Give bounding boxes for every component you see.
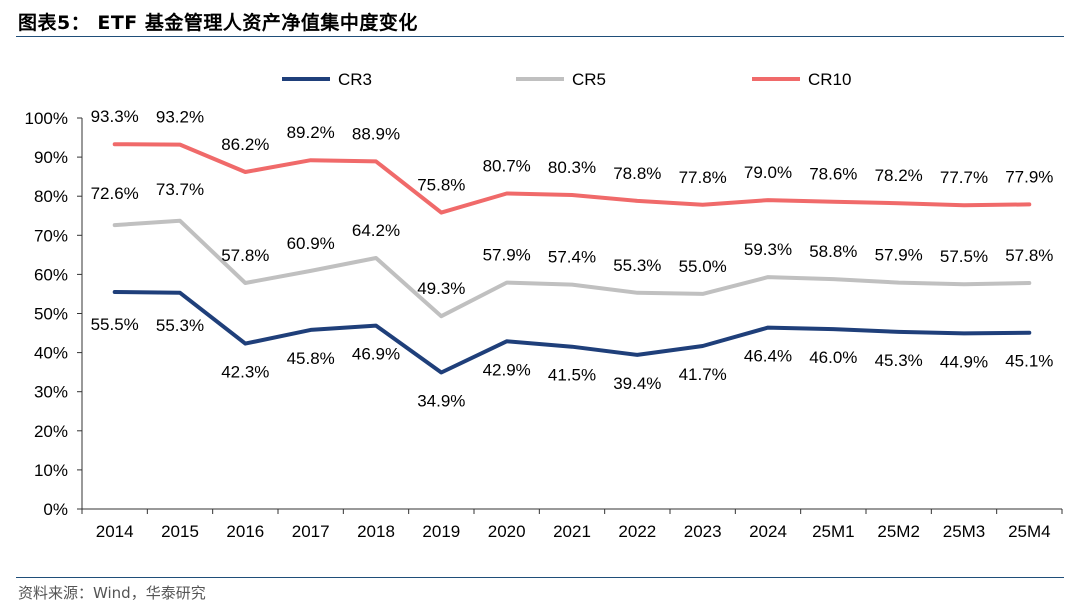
x-tick-label: 2017 bbox=[292, 522, 330, 541]
data-label-cr3: 46.9% bbox=[352, 345, 400, 364]
x-tick-label: 2024 bbox=[749, 522, 787, 541]
y-tick-label: 50% bbox=[34, 305, 68, 324]
x-tick-label: 2014 bbox=[96, 522, 134, 541]
y-tick-label: 20% bbox=[34, 422, 68, 441]
data-label-cr3: 39.4% bbox=[613, 374, 661, 393]
data-label-cr10: 77.7% bbox=[940, 168, 988, 187]
data-label-cr5: 57.9% bbox=[875, 246, 923, 265]
y-tick-label: 90% bbox=[34, 148, 68, 167]
data-label-cr10: 78.6% bbox=[809, 165, 857, 184]
y-tick-label: 10% bbox=[34, 461, 68, 480]
legend-label-cr10: CR10 bbox=[808, 70, 851, 89]
series-line-cr10 bbox=[112, 142, 1032, 215]
data-label-cr10: 80.7% bbox=[483, 156, 531, 175]
x-tick-label: 25M3 bbox=[943, 522, 986, 541]
source-note: 资料来源：Wind，华泰研究 bbox=[18, 584, 206, 602]
data-label-cr5: 64.2% bbox=[352, 221, 400, 240]
data-label-cr10: 77.8% bbox=[679, 168, 727, 187]
y-tick-label: 70% bbox=[34, 226, 68, 245]
data-label-cr5: 57.8% bbox=[221, 246, 269, 265]
x-tick-label: 2023 bbox=[684, 522, 722, 541]
x-tick-label: 2018 bbox=[357, 522, 395, 541]
data-label-cr3: 46.4% bbox=[744, 347, 792, 366]
title-divider bbox=[16, 36, 1064, 37]
legend-label-cr3: CR3 bbox=[338, 70, 372, 89]
data-label-cr3: 55.5% bbox=[91, 315, 139, 334]
y-tick-label: 0% bbox=[43, 500, 68, 519]
data-label-cr10: 89.2% bbox=[287, 123, 335, 142]
data-label-cr3: 42.3% bbox=[221, 363, 269, 382]
chart-title: 图表5： ETF 基金管理人资产净值集中度变化 bbox=[18, 12, 418, 34]
data-label-cr5: 57.8% bbox=[1005, 246, 1053, 265]
data-label-cr3: 44.9% bbox=[940, 352, 988, 371]
x-tick-label: 2020 bbox=[488, 522, 526, 541]
data-label-cr5: 59.3% bbox=[744, 240, 792, 259]
data-label-cr5: 57.5% bbox=[940, 247, 988, 266]
legend-label-cr5: CR5 bbox=[572, 70, 606, 89]
y-tick-label: 30% bbox=[34, 383, 68, 402]
x-tick-label: 25M4 bbox=[1008, 522, 1051, 541]
footer-divider bbox=[16, 577, 1064, 578]
data-label-cr3: 41.7% bbox=[679, 365, 727, 384]
data-label-cr10: 79.0% bbox=[744, 163, 792, 182]
data-label-cr10: 78.2% bbox=[875, 166, 923, 185]
data-label-cr5: 72.6% bbox=[91, 184, 139, 203]
data-label-cr5: 55.0% bbox=[679, 257, 727, 276]
series-line-cr3 bbox=[112, 290, 1032, 375]
data-label-cr3: 42.9% bbox=[483, 360, 531, 379]
data-label-cr5: 60.9% bbox=[287, 234, 335, 253]
data-label-cr3: 45.1% bbox=[1005, 352, 1053, 371]
y-tick-label: 40% bbox=[34, 344, 68, 363]
data-label-cr10: 93.3% bbox=[91, 107, 139, 126]
x-tick-label: 2016 bbox=[226, 522, 264, 541]
line-chart: 0% 10% 20% 30% 40% 50% 60% 70% 80% 90% 100% 2014 201… bbox=[25, 70, 1063, 541]
data-label-cr3: 55.3% bbox=[156, 316, 204, 335]
x-tick-label: 2021 bbox=[553, 522, 591, 541]
data-label-cr10: 86.2% bbox=[221, 135, 269, 154]
x-tick-label: 2019 bbox=[422, 522, 460, 541]
data-label-cr10: 93.2% bbox=[156, 108, 204, 127]
x-tick-label: 25M2 bbox=[877, 522, 920, 541]
data-label-cr3: 46.0% bbox=[809, 348, 857, 367]
data-label-cr3: 34.9% bbox=[417, 392, 465, 411]
data-label-cr5: 57.9% bbox=[483, 246, 531, 265]
x-tick-label: 2015 bbox=[161, 522, 199, 541]
data-label-cr10: 88.9% bbox=[352, 124, 400, 143]
data-label-cr3: 45.3% bbox=[875, 351, 923, 370]
y-tick-label: 80% bbox=[34, 187, 68, 206]
data-label-cr10: 80.3% bbox=[548, 158, 596, 177]
data-label-cr5: 58.8% bbox=[809, 242, 857, 261]
y-tick-label: 60% bbox=[34, 265, 68, 284]
data-label-cr3: 45.8% bbox=[287, 349, 335, 368]
x-tick-label: 25M1 bbox=[812, 522, 855, 541]
data-label-cr3: 41.5% bbox=[548, 366, 596, 385]
data-label-cr5: 57.4% bbox=[548, 248, 596, 267]
data-label-cr5: 55.3% bbox=[613, 256, 661, 275]
data-label-cr10: 78.8% bbox=[613, 164, 661, 183]
x-tick-label: 2022 bbox=[618, 522, 656, 541]
data-label-cr5: 49.3% bbox=[417, 279, 465, 298]
data-label-cr10: 77.9% bbox=[1005, 167, 1053, 186]
series-line-cr5 bbox=[112, 218, 1032, 319]
data-label-cr10: 75.8% bbox=[417, 176, 465, 195]
data-label-cr5: 73.7% bbox=[156, 180, 204, 199]
y-tick-label: 100% bbox=[25, 109, 68, 128]
